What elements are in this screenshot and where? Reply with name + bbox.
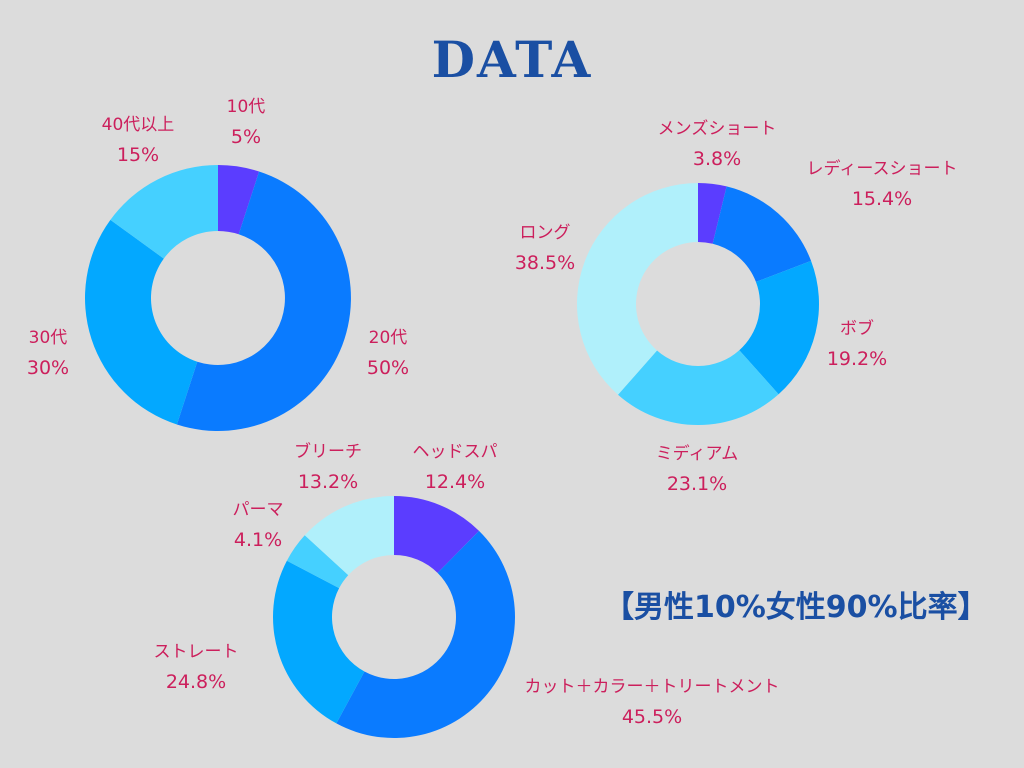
- donut-slice: [739, 260, 819, 395]
- page-title: DATA: [431, 30, 593, 89]
- donut-slice: [218, 165, 260, 235]
- slice-label-age-10s: 10代 5%: [227, 92, 266, 152]
- slice-value: 12.4%: [424, 471, 486, 493]
- slice-name: ボブ: [839, 319, 874, 339]
- slice-value: 30%: [26, 357, 70, 379]
- slice-label-long: ロング 38.5%: [515, 218, 575, 278]
- donut-slice: [176, 171, 351, 431]
- slice-label-age-20s: 20代 50%: [367, 323, 409, 383]
- donut-slice: [273, 560, 365, 724]
- slice-label-medium: ミディアム 23.1%: [656, 439, 739, 499]
- slice-name: ヘッドスパ: [412, 442, 498, 462]
- slice-value: 5%: [230, 126, 262, 148]
- slice-name: 40代以上: [101, 115, 175, 135]
- slice-value: 38.5%: [514, 252, 576, 274]
- slice-name: 20代: [368, 328, 408, 348]
- slice-value: 15.4%: [851, 188, 913, 210]
- slice-name: 30代: [28, 328, 68, 348]
- slice-label-perm: パーマ 4.1%: [233, 495, 284, 555]
- donut-slice: [698, 183, 727, 244]
- slice-value: 13.2%: [297, 471, 359, 493]
- donut-slice: [712, 186, 812, 282]
- slice-label-age-40s-plus: 40代以上 15%: [102, 110, 175, 170]
- slice-label-straight: ストレート 24.8%: [154, 637, 239, 697]
- slice-name: ロング: [519, 223, 571, 243]
- slice-value: 4.1%: [233, 529, 283, 551]
- slice-value: 50%: [366, 357, 410, 379]
- donut-chart-menu: [273, 496, 516, 739]
- donut-slice: [577, 183, 698, 395]
- donut-slice: [110, 165, 218, 259]
- slice-name: ブリーチ: [294, 442, 362, 462]
- slice-label-ladies-short: レディースショート 15.4%: [807, 154, 958, 214]
- slice-name: カット＋カラー＋トリートメント: [524, 677, 780, 697]
- slice-label-head-spa: ヘッドスパ 12.4%: [413, 437, 498, 497]
- slice-label-cut-color-treatment: カット＋カラー＋トリートメント 45.5%: [525, 672, 780, 732]
- slice-value: 3.8%: [692, 148, 742, 170]
- gender-ratio-note: 【男性10%女性90%比率】: [604, 590, 988, 625]
- slice-name: パーマ: [232, 500, 284, 520]
- donut-chart-hair-length: [577, 183, 819, 425]
- slice-label-bleach: ブリーチ 13.2%: [294, 437, 362, 497]
- slice-label-bob: ボブ 19.2%: [827, 314, 887, 374]
- donut-slice: [304, 496, 394, 576]
- slice-label-mens-short: メンズショート 3.8%: [658, 114, 777, 174]
- donut-slice: [84, 219, 198, 425]
- slice-name: レディースショート: [806, 159, 958, 179]
- slice-label-age-30s: 30代 30%: [27, 323, 69, 383]
- slice-name: メンズショート: [657, 119, 777, 139]
- slice-value: 15%: [116, 144, 160, 166]
- slice-value: 24.8%: [165, 671, 227, 693]
- slice-value: 19.2%: [826, 348, 888, 370]
- donut-slice: [286, 535, 349, 589]
- donut-slice: [617, 350, 779, 425]
- donut-slice: [394, 496, 480, 573]
- slice-name: 10代: [226, 97, 266, 117]
- slice-value: 23.1%: [666, 473, 728, 495]
- donut-slice: [336, 530, 516, 739]
- donut-chart-age: [84, 165, 351, 431]
- slice-name: ストレート: [153, 642, 239, 662]
- slice-value: 45.5%: [621, 706, 683, 728]
- slice-name: ミディアム: [655, 444, 739, 464]
